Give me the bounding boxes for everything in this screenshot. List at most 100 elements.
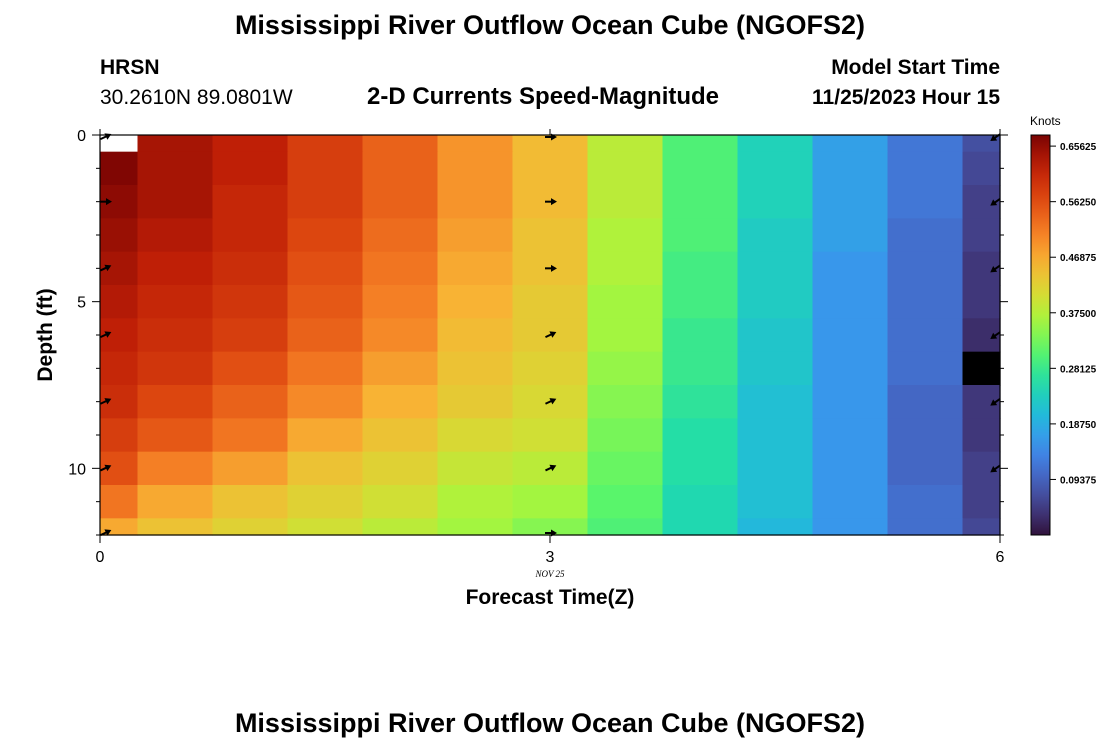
heatmap-cell — [137, 385, 214, 419]
date-label: NOV 25 — [534, 569, 565, 579]
heatmap-cell — [812, 451, 889, 486]
heatmap-cell — [287, 135, 364, 153]
heatmap-cell — [962, 218, 1001, 253]
heatmap-cells — [100, 135, 1001, 536]
heatmap-cell — [212, 151, 289, 186]
heatmap-cell — [962, 351, 1001, 386]
heatmap-cell — [662, 518, 739, 536]
heatmap-cell — [887, 318, 964, 353]
heatmap-cell — [887, 451, 964, 486]
model-start-label: Model Start Time — [831, 56, 1000, 79]
heatmap-cell — [662, 485, 739, 519]
heatmap-cell — [100, 351, 139, 386]
current-vector-arrow — [100, 398, 112, 405]
heatmap-cell — [212, 218, 289, 253]
heatmap-cell — [362, 485, 439, 519]
heatmap-cell — [737, 135, 814, 153]
heatmap-cell — [287, 385, 364, 419]
heatmap-cell — [437, 151, 514, 186]
heatmap-cell — [662, 251, 739, 286]
current-vector-arrow — [545, 331, 557, 339]
heatmap-cell — [100, 151, 139, 186]
colorbar-tick-label: 0.37500 — [1060, 309, 1097, 320]
heatmap-cell — [887, 285, 964, 319]
heatmap-cell — [812, 351, 889, 386]
heatmap-cell — [362, 151, 439, 186]
heatmap-cell — [137, 318, 214, 353]
heatmap-cell — [437, 285, 514, 319]
model-start-value: 11/25/2023 Hour 15 — [812, 86, 1000, 109]
heatmap-cell — [587, 185, 664, 219]
heatmap-cell — [437, 135, 514, 153]
heatmap-cell — [737, 285, 814, 319]
heatmap-cell — [587, 218, 664, 253]
heatmap-cell — [587, 418, 664, 453]
heatmap-cell — [737, 385, 814, 419]
heatmap-cell — [887, 151, 964, 186]
heatmap-cell — [287, 251, 364, 286]
page-title: Mississippi River Outflow Ocean Cube (NG… — [234, 10, 866, 40]
heatmap-cell — [962, 418, 1001, 453]
heatmap-cell — [662, 285, 739, 319]
heatmap-cell — [362, 185, 439, 219]
heatmap-cell — [212, 318, 289, 353]
heatmap-cell — [362, 451, 439, 486]
heatmap-cell — [512, 151, 589, 186]
heatmap-cell — [512, 135, 589, 153]
heatmap-cell — [587, 318, 664, 353]
heatmap-cell — [212, 418, 289, 453]
heatmap-cell — [887, 218, 964, 253]
heatmap-cell — [137, 351, 214, 386]
colorbar-tick-label: 0.65625 — [1060, 142, 1097, 153]
heatmap-cell — [887, 418, 964, 453]
heatmap-cell — [812, 418, 889, 453]
heatmap-cell — [362, 418, 439, 453]
heatmap-cell — [812, 218, 889, 253]
y-tick-label: 5 — [77, 295, 86, 312]
heatmap-cell — [437, 451, 514, 486]
current-vector-arrow — [545, 264, 557, 272]
heatmap-cell — [737, 218, 814, 253]
current-vector-arrow — [990, 264, 1001, 273]
heatmap-cell — [362, 251, 439, 286]
colorbar-tick-label: 0.18750 — [1060, 420, 1097, 431]
heatmap-cell — [812, 251, 889, 286]
y-tick-label: 10 — [68, 461, 86, 478]
heatmap-cell — [137, 218, 214, 253]
heatmap-cell — [362, 518, 439, 536]
heatmap-cell — [962, 518, 1001, 536]
heatmap-cell — [812, 135, 889, 153]
heatmap-cell — [362, 318, 439, 353]
colorbar-scale — [1030, 134, 1051, 536]
heatmap-cell — [362, 135, 439, 153]
heatmap-cell — [137, 451, 214, 486]
heatmap-cell — [737, 185, 814, 219]
heatmap-cell — [137, 518, 214, 536]
heatmap-cell — [812, 285, 889, 319]
current-vector-arrow — [990, 464, 1001, 473]
heatmap-cell — [287, 518, 364, 536]
heatmap-cell — [887, 351, 964, 386]
heatmap-cell — [137, 185, 214, 219]
heatmap-cell — [737, 351, 814, 386]
heatmap-cell — [437, 485, 514, 519]
heatmap-cell — [887, 251, 964, 286]
heatmap-cell — [512, 351, 589, 386]
current-vector-arrow — [100, 264, 112, 272]
heatmap-cell — [212, 451, 289, 486]
heatmap-cell — [212, 385, 289, 419]
heatmap-cell — [100, 135, 139, 153]
heatmap-cell — [587, 485, 664, 519]
chart-axes: 0 5 10 0 3 6 — [68, 128, 1008, 566]
heatmap-cell — [287, 285, 364, 319]
heatmap-cell — [287, 218, 364, 253]
colorbar-ticks: 0.09375 0.18750 0.28125 0.37500 0.46875 0.562… — [1050, 142, 1097, 486]
heatmap-cell — [887, 485, 964, 519]
current-vector-arrow — [545, 198, 557, 206]
heatmap-cell — [137, 485, 214, 519]
heatmap-cell — [587, 251, 664, 286]
heatmap-cell — [587, 385, 664, 419]
x-tick-label: 0 — [96, 549, 105, 566]
heatmap-cell — [737, 318, 814, 353]
y-tick-label: 0 — [77, 128, 86, 145]
